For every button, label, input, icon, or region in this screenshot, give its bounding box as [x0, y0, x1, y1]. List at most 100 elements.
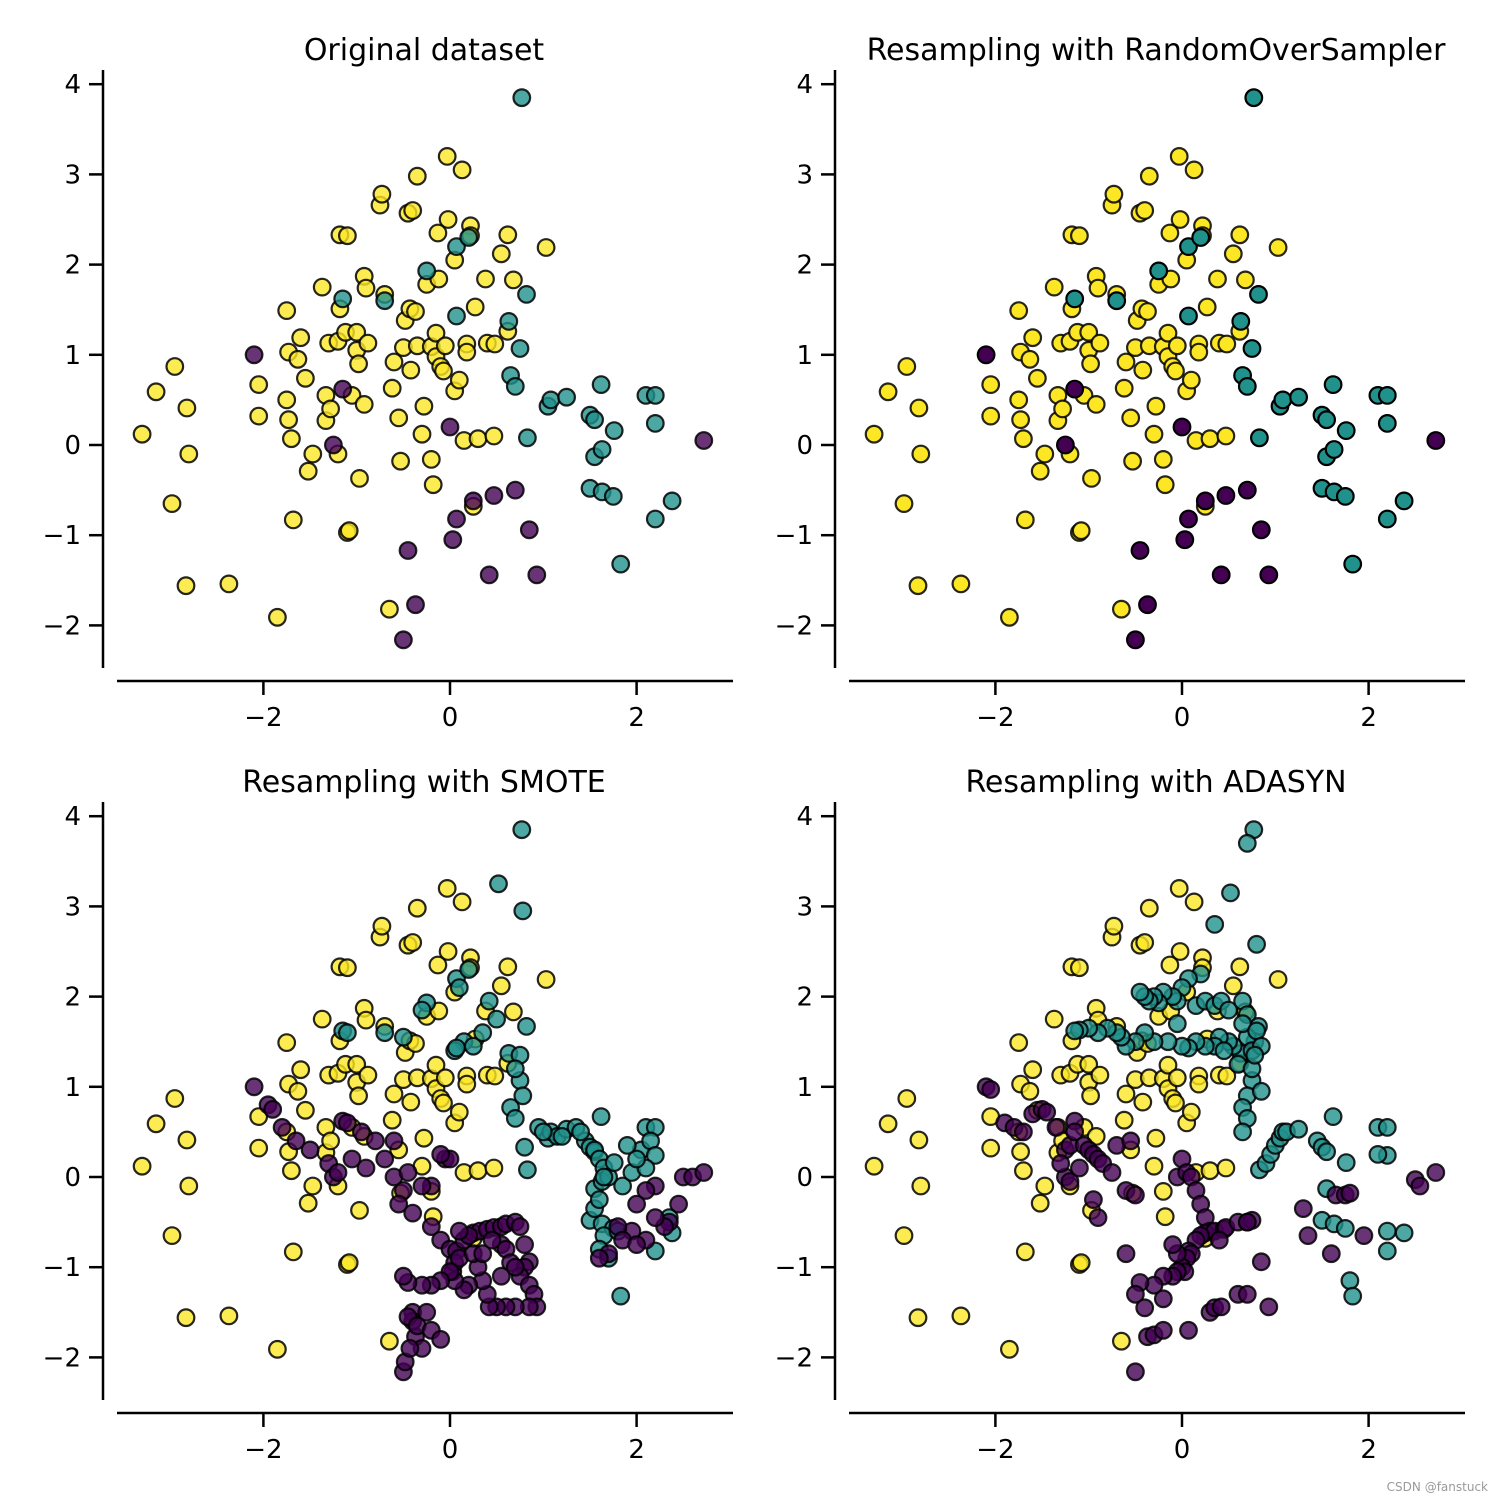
data-point-class-1	[1233, 1122, 1253, 1142]
data-point-class-2	[338, 226, 357, 246]
data-point-class-0	[1259, 565, 1279, 585]
data-point-class-2	[421, 450, 441, 469]
data-point-class-2	[291, 328, 311, 348]
data-point-class-2	[1009, 390, 1029, 410]
chart-panel: Resampling with ADASYN −2 −1 0 1 2 3 4 −2 0 2	[775, 765, 1465, 1465]
data-point-class-1	[645, 386, 665, 405]
data-point-class-2	[358, 1065, 378, 1085]
data-point-class-0	[1126, 1185, 1145, 1205]
data-point-class-2	[1090, 333, 1110, 353]
data-point-class-2	[1070, 958, 1089, 978]
data-point-class-2	[406, 302, 425, 321]
data-point-class-0	[1084, 1190, 1103, 1210]
data-point-class-0	[491, 1266, 511, 1286]
data-point-class-0	[981, 1080, 1001, 1099]
data-point-class-2	[1181, 1102, 1201, 1122]
data-point-class-1	[603, 487, 623, 506]
data-point-class-2	[897, 1089, 917, 1108]
data-point-class-2	[1020, 349, 1040, 369]
data-point-class-2	[864, 1156, 884, 1176]
data-point-class-2	[452, 160, 472, 180]
data-point-class-1	[1237, 377, 1257, 396]
data-point-class-2	[384, 352, 404, 372]
data-point-class-2	[268, 1339, 287, 1359]
data-point-class-0	[527, 565, 547, 585]
data-point-class-0	[375, 1149, 395, 1169]
data-point-class-1	[1219, 1000, 1239, 1020]
data-point-class-2	[1167, 1068, 1187, 1088]
data-point-class-1	[479, 991, 499, 1011]
data-point-class-2	[372, 916, 392, 936]
x-tick-label: 0	[442, 703, 459, 733]
data-point-class-1	[518, 428, 537, 448]
data-point-class-2	[452, 892, 472, 912]
data-point-class-1	[459, 228, 479, 247]
data-point-class-2	[179, 1176, 199, 1196]
data-point-class-0	[333, 379, 353, 399]
data-point-class-2	[1160, 223, 1180, 243]
data-point-class-0	[244, 1077, 264, 1097]
data-point-class-2	[1035, 1176, 1055, 1196]
data-point-class-2	[268, 607, 287, 627]
data-point-class-2	[283, 1242, 303, 1262]
data-point-class-1	[1221, 883, 1240, 903]
data-point-class-2	[1153, 450, 1173, 469]
data-point-class-2	[1208, 269, 1227, 289]
data-point-class-1	[591, 375, 611, 395]
data-point-class-2	[894, 1226, 914, 1246]
data-point-class-0	[366, 1131, 385, 1151]
data-point-class-1	[594, 1167, 614, 1187]
data-point-class-0	[1172, 417, 1192, 437]
data-point-class-1	[1237, 833, 1257, 853]
y-tick-label: 2	[796, 251, 813, 281]
data-point-class-0	[1065, 1122, 1085, 1142]
data-point-class-0	[510, 1217, 530, 1237]
x-tick-label: 2	[628, 703, 645, 733]
x-tick-label: 2	[628, 1435, 645, 1465]
data-point-class-2	[1230, 225, 1250, 245]
data-point-class-1	[1149, 261, 1169, 281]
data-point-class-0	[389, 1194, 409, 1214]
data-point-class-2	[908, 576, 928, 596]
data-point-class-0	[1179, 1320, 1198, 1340]
data-point-class-0	[479, 565, 499, 585]
data-point-class-2	[1158, 323, 1178, 343]
y-tick-label: −2	[775, 1343, 813, 1373]
data-point-class-2	[1158, 1055, 1178, 1075]
watermark-text: CSDN @fanstuck	[1386, 1480, 1488, 1494]
data-point-class-1	[505, 1109, 525, 1128]
data-point-class-2	[1155, 475, 1175, 495]
data-point-class-1	[447, 237, 466, 257]
data-point-class-0	[1135, 1298, 1155, 1318]
data-point-class-0	[1121, 1131, 1141, 1151]
data-point-class-1	[1179, 306, 1198, 326]
data-point-class-2	[177, 1130, 197, 1150]
data-point-class-2	[296, 1100, 315, 1120]
data-point-class-0	[484, 486, 504, 505]
data-point-class-1	[1273, 390, 1293, 410]
data-point-class-0	[403, 1203, 423, 1223]
data-point-class-2	[1071, 1253, 1091, 1273]
data-point-class-2	[403, 933, 423, 952]
data-point-class-0	[589, 1248, 609, 1268]
data-point-class-2	[1146, 396, 1166, 416]
data-point-class-1	[1324, 440, 1344, 459]
data-point-class-2	[1166, 361, 1185, 381]
data-point-class-2	[1184, 892, 1204, 912]
data-point-class-1	[473, 1023, 493, 1043]
data-point-class-1	[1377, 1241, 1397, 1261]
data-point-class-2	[1030, 1193, 1050, 1213]
x-tick-label: −2	[244, 703, 282, 733]
data-point-class-2	[146, 1114, 166, 1134]
data-point-class-1	[1317, 410, 1336, 430]
data-point-class-2	[1015, 510, 1035, 530]
x-tick-label: −2	[244, 1435, 282, 1465]
data-point-class-1	[585, 410, 604, 430]
data-point-class-0	[1116, 1244, 1136, 1264]
data-point-class-0	[976, 345, 996, 365]
data-point-class-2	[1020, 1081, 1040, 1101]
data-point-class-2	[1071, 521, 1091, 541]
data-point-class-2	[911, 1176, 931, 1196]
chart-panel: Resampling with SMOTE −2 −1 0 1 2 3 4 −2 0 2	[43, 765, 733, 1465]
data-point-class-2	[536, 970, 556, 989]
